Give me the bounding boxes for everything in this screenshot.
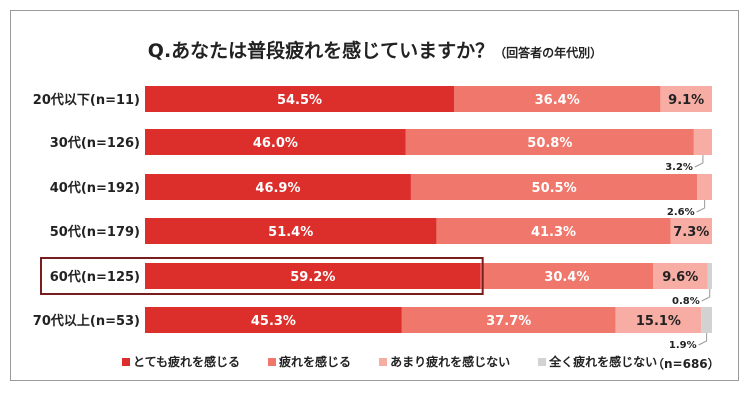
bar-segment-not-very-tired — [615, 307, 702, 333]
bar-segment-tired — [436, 218, 671, 244]
legend-item-very-tired: とても疲れを感じる — [122, 353, 240, 370]
data-label: 51.4% — [268, 225, 313, 240]
category-label: 40代(n=192) — [50, 180, 140, 196]
data-label: 9.1% — [668, 93, 704, 108]
total-sample-size: （n=686） — [652, 357, 720, 371]
data-label: 41.3% — [531, 225, 576, 240]
legend-swatch — [122, 357, 130, 366]
callout-line — [694, 155, 704, 168]
bar-segment-very-tired — [145, 218, 437, 244]
legend-label: 全く疲れを感じない — [549, 355, 658, 369]
data-label: 36.4% — [535, 93, 580, 108]
bar-segment-very-tired — [145, 86, 455, 112]
legend-swatch — [268, 357, 277, 366]
legend-item-not-tired-at-all: 全く疲れを感じない — [538, 353, 657, 370]
legend-swatch — [379, 357, 388, 366]
legend-label: あまり疲れを感じない — [390, 355, 511, 369]
bar-segment-not-very-tired — [653, 263, 708, 289]
data-label: 9.6% — [662, 270, 698, 285]
legend-item-not-very-tired: あまり疲れを感じない — [379, 353, 510, 370]
bar-segment-tired — [405, 129, 694, 155]
bar-segment-tired — [454, 86, 661, 112]
legend-label: とても疲れを感じる — [133, 355, 241, 369]
category-label: 70代以上(n=53) — [33, 313, 140, 329]
bar-segment-tired — [410, 174, 698, 200]
bar-segment-not-very-tired — [670, 218, 712, 244]
title-subtitle: （回答者の年代別） — [494, 46, 603, 60]
category-label: 20代以下(n=11) — [33, 92, 140, 108]
bar-segment-not-very-tired — [697, 174, 712, 200]
bar-segment-not-very-tired — [693, 129, 712, 155]
highlight-box — [40, 257, 484, 295]
title-main: Q.あなたは普段疲れを感じていますか？ — [147, 40, 495, 62]
data-label: 50.8% — [527, 136, 572, 151]
callout-line — [696, 200, 706, 213]
bar-segment-tired — [401, 307, 616, 333]
data-label: 15.1% — [636, 314, 681, 329]
data-label-callout: 3.2% — [665, 162, 693, 173]
data-label-callout: 1.9% — [669, 340, 697, 351]
legend-item-tired: 疲れを感じる — [268, 353, 351, 370]
bar-segment-very-tired — [145, 263, 481, 289]
legend-label: 疲れを感じる — [279, 355, 352, 369]
data-label: 50.5% — [532, 181, 577, 196]
data-label: 59.2% — [290, 270, 335, 285]
bar-segment-very-tired — [145, 129, 406, 155]
data-label: 46.9% — [255, 181, 300, 196]
data-label-callout: 2.6% — [667, 207, 695, 218]
bar-segment-not-tired-at-all — [707, 263, 712, 289]
legend-swatch — [538, 357, 547, 366]
data-label: 54.5% — [277, 93, 322, 108]
data-label-callout: 0.8% — [672, 296, 700, 307]
chart-title: Q.あなたは普段疲れを感じていますか？（回答者の年代別） — [0, 36, 750, 63]
category-label: 60代(n=125) — [50, 269, 140, 285]
data-label: 37.7% — [486, 314, 531, 329]
bar-segment-very-tired — [145, 307, 402, 333]
data-label: 45.3% — [251, 314, 296, 329]
bar-segment-tired — [480, 263, 654, 289]
category-label: 30代(n=126) — [50, 135, 140, 151]
legend: とても疲れを感じる 疲れを感じる あまり疲れを感じない 全く疲れを感じない — [122, 353, 657, 370]
data-label: 30.4% — [544, 270, 589, 285]
bar-segment-not-tired-at-all — [701, 307, 712, 333]
callout-line — [701, 289, 711, 302]
callout-line — [698, 333, 708, 346]
category-label: 50代(n=179) — [50, 224, 140, 240]
bar-segment-very-tired — [145, 174, 411, 200]
data-label: 46.0% — [253, 136, 298, 151]
bar-segment-not-very-tired — [660, 86, 712, 112]
data-label: 7.3% — [673, 225, 709, 240]
